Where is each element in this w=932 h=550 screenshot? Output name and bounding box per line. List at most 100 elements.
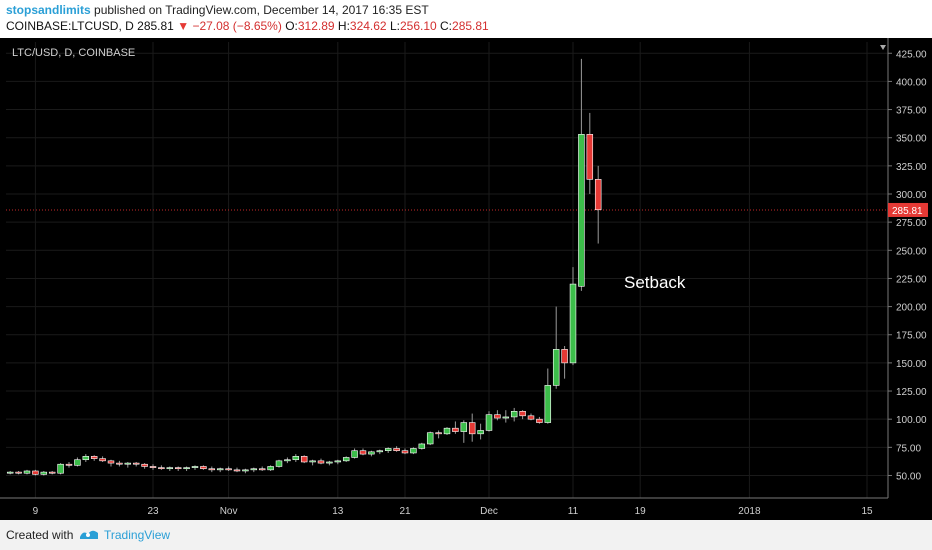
x-tick-label: 21 [399, 506, 411, 517]
candle-body [460, 422, 468, 432]
down-arrow-icon: ▼ [177, 19, 190, 33]
y-tick-label: 400.00 [896, 77, 927, 88]
last-price-badge [888, 202, 928, 217]
candle-body [502, 416, 510, 419]
candle-body [200, 466, 207, 470]
last-price-label: 285.81 [892, 206, 923, 217]
candle-body [65, 463, 73, 466]
high-value: 324.62 [349, 19, 387, 33]
setback-annotation: Setback [624, 273, 686, 292]
tradingview-logo-icon[interactable] [78, 526, 100, 542]
candle-body [384, 448, 392, 452]
open-value: 312.89 [297, 19, 335, 33]
x-tick-label: Nov [220, 506, 238, 517]
candle-body [242, 469, 249, 472]
candle-body [48, 471, 56, 474]
author-link[interactable]: stopsandlimits [6, 3, 91, 17]
candle-body [527, 415, 535, 420]
y-tick-label: 325.00 [896, 162, 927, 173]
chart-header: stopsandlimits published on TradingView.… [0, 0, 932, 38]
x-tick-label: 9 [33, 506, 39, 517]
candle-body [342, 457, 350, 462]
candle-body [141, 463, 148, 467]
y-tick-label: 250.00 [896, 246, 927, 257]
chart-area[interactable]: 50.00 75.00 100.00 125.00 150.00 175.00 200.00… [0, 38, 932, 520]
y-tick-label: 200.00 [896, 303, 927, 314]
candle-body [401, 450, 409, 454]
candle-body [443, 427, 451, 435]
scroll-down-icon[interactable] [880, 45, 886, 50]
candle-body [124, 462, 132, 465]
candle-body [468, 422, 476, 435]
y-tick-label: 375.00 [896, 106, 927, 117]
candle-body [158, 467, 165, 470]
candle-body [15, 471, 22, 474]
chart-background [0, 38, 932, 520]
candle-body [149, 466, 157, 468]
last-price: 285.81 [137, 19, 174, 33]
candle-body [519, 411, 526, 417]
y-tick-label: 425.00 [896, 49, 927, 60]
candle-body [334, 460, 342, 463]
tradingview-link[interactable]: TradingView [104, 528, 171, 542]
created-with-label: Created with [6, 528, 74, 542]
price-chart[interactable]: 50.00 75.00 100.00 125.00 150.00 175.00 200.00… [0, 38, 932, 520]
candle-body [208, 468, 216, 471]
close-label: C: [440, 19, 453, 33]
publish-info: published on TradingView.com, December 1… [90, 3, 429, 17]
close-value: 285.81 [452, 19, 489, 33]
candle-body [166, 467, 174, 470]
candle-body [418, 443, 426, 449]
candle-body [376, 450, 384, 453]
footer: Created with TradingView [0, 520, 932, 550]
candle-body [107, 460, 115, 464]
x-tick-label: 13 [332, 506, 344, 517]
price-change: −27.08 (−8.65%) [192, 19, 282, 33]
candle-body [23, 470, 31, 474]
x-tick-label: Dec [480, 506, 498, 517]
symbol-label: COINBASE:LTCUSD, D [6, 19, 134, 33]
publish-line: stopsandlimits published on TradingView.… [6, 3, 429, 17]
candle-body [510, 411, 518, 418]
x-tick-label: 19 [635, 506, 647, 517]
y-tick-label: 100.00 [896, 415, 927, 426]
candle-body [485, 414, 493, 431]
candle-body [578, 134, 585, 287]
candle-body [90, 456, 98, 459]
candle-body [351, 450, 358, 458]
candle-body [359, 450, 367, 455]
open-label: O: [285, 19, 298, 33]
ohlc-line: COINBASE:LTCUSD, D 285.81 ▼ −27.08 (−8.6… [6, 19, 489, 33]
candle-body [536, 418, 543, 423]
x-tick-label: 23 [147, 506, 159, 517]
candle-body [191, 466, 199, 468]
candle-body [6, 471, 14, 474]
candle-body [250, 468, 258, 471]
candle-body [74, 459, 81, 466]
candle-body [57, 463, 64, 474]
high-label: H: [337, 19, 350, 33]
candle-body [435, 432, 442, 435]
candle-body [40, 471, 48, 475]
candle-body [116, 462, 123, 465]
candle-body [233, 469, 241, 472]
candle-body [317, 460, 325, 464]
candle-body [99, 458, 106, 462]
x-tick-label: 11 [568, 506, 579, 517]
y-tick-label: 225.00 [896, 274, 927, 285]
candle-body [452, 427, 459, 432]
candle-body [82, 456, 90, 461]
candle-body [368, 451, 375, 455]
candle-body [174, 467, 182, 470]
y-tick-label: 50.00 [896, 471, 921, 482]
y-tick-label: 275.00 [896, 218, 927, 229]
x-tick-label: 15 [861, 506, 873, 517]
candle-body [300, 456, 308, 463]
candle-body [284, 459, 291, 462]
y-tick-label: 150.00 [896, 359, 927, 370]
x-tick-label: 2018 [738, 506, 761, 517]
candle-body [326, 461, 333, 464]
candle-body [393, 448, 400, 452]
chart-title: LTC/USD, D, COINBASE [12, 47, 135, 59]
candle-body [494, 414, 501, 419]
